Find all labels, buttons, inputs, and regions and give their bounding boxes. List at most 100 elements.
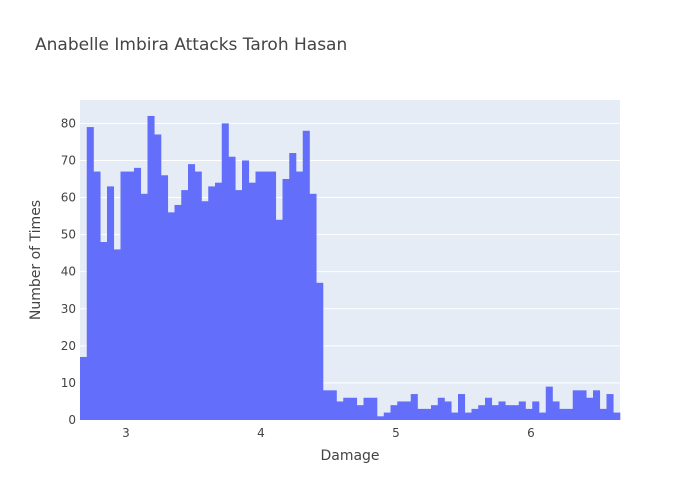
- histogram-bar[interactable]: [485, 397, 493, 420]
- histogram-bar[interactable]: [215, 182, 223, 420]
- histogram-bar[interactable]: [593, 390, 601, 420]
- histogram-bar[interactable]: [93, 171, 101, 420]
- x-tick-label: 3: [122, 426, 130, 440]
- y-tick-label: 80: [61, 116, 76, 130]
- histogram-bar[interactable]: [397, 401, 405, 420]
- y-tick-label: 70: [61, 153, 76, 167]
- histogram-bar[interactable]: [410, 394, 418, 420]
- histogram-bar[interactable]: [356, 405, 364, 420]
- histogram-bar[interactable]: [437, 397, 445, 420]
- histogram-bar[interactable]: [404, 401, 412, 420]
- histogram-bar[interactable]: [539, 412, 547, 420]
- histogram-bar[interactable]: [248, 182, 256, 420]
- histogram-bar[interactable]: [242, 160, 250, 421]
- histogram-bar[interactable]: [302, 130, 310, 420]
- y-tick-label: 60: [61, 191, 76, 205]
- histogram-bar[interactable]: [498, 401, 506, 420]
- histogram-bar[interactable]: [120, 171, 128, 420]
- histogram-bar[interactable]: [525, 408, 533, 420]
- histogram-bar[interactable]: [113, 249, 121, 420]
- y-axis-title: Number of Times: [28, 200, 44, 320]
- histogram-bar[interactable]: [478, 405, 486, 420]
- x-axis-title: Damage: [320, 448, 379, 464]
- histogram-bar[interactable]: [417, 408, 425, 420]
- x-tick-label: 5: [392, 426, 400, 440]
- histogram-bar[interactable]: [458, 394, 466, 420]
- y-tick-label: 10: [61, 376, 76, 390]
- x-tick-label: 6: [527, 426, 535, 440]
- histogram-bar[interactable]: [343, 397, 351, 420]
- histogram-bar[interactable]: [383, 412, 391, 420]
- histogram-bar[interactable]: [309, 193, 317, 420]
- histogram-bar[interactable]: [181, 190, 189, 420]
- histogram-bar[interactable]: [194, 171, 202, 420]
- histogram-bar[interactable]: [147, 115, 155, 420]
- histogram-bar[interactable]: [235, 190, 243, 420]
- histogram-bar[interactable]: [559, 408, 567, 420]
- histogram-bar[interactable]: [161, 175, 169, 420]
- histogram-bar[interactable]: [606, 394, 614, 420]
- y-tick-label: 20: [61, 339, 76, 353]
- histogram-bar[interactable]: [599, 408, 607, 420]
- histogram-bar[interactable]: [316, 282, 324, 420]
- histogram-bar[interactable]: [552, 401, 560, 420]
- histogram-bar[interactable]: [377, 416, 385, 420]
- histogram-bar[interactable]: [208, 186, 216, 420]
- histogram-bar[interactable]: [579, 390, 587, 420]
- histogram-bar[interactable]: [269, 171, 277, 420]
- histogram-bar[interactable]: [154, 134, 162, 420]
- histogram-bar[interactable]: [444, 401, 452, 420]
- histogram-bar[interactable]: [86, 127, 94, 421]
- histogram-bar[interactable]: [323, 390, 331, 420]
- histogram-bar[interactable]: [471, 408, 479, 420]
- histogram-bar[interactable]: [188, 164, 196, 420]
- histogram-bar[interactable]: [586, 397, 594, 420]
- histogram-bar[interactable]: [80, 356, 88, 420]
- histogram-bar[interactable]: [390, 405, 398, 420]
- histogram-bar[interactable]: [336, 401, 344, 420]
- histogram-bar[interactable]: [255, 171, 263, 420]
- histogram-bar[interactable]: [134, 167, 142, 420]
- histogram-bar[interactable]: [613, 412, 621, 420]
- bars: [80, 115, 621, 421]
- histogram-bar[interactable]: [329, 390, 337, 420]
- y-tick-label: 30: [61, 302, 76, 316]
- histogram-bar[interactable]: [262, 171, 270, 420]
- histogram-bar[interactable]: [431, 405, 439, 420]
- histogram-bar[interactable]: [174, 204, 182, 420]
- y-tick-label: 50: [61, 228, 76, 242]
- histogram-bar[interactable]: [127, 171, 135, 420]
- histogram-bar[interactable]: [289, 153, 297, 420]
- y-tick-label: 40: [61, 265, 76, 279]
- histogram-bar[interactable]: [167, 212, 175, 420]
- histogram-bar[interactable]: [572, 390, 580, 420]
- histogram-bar[interactable]: [107, 186, 115, 420]
- histogram-bar[interactable]: [363, 397, 371, 420]
- histogram-bar[interactable]: [532, 401, 540, 420]
- histogram-bar[interactable]: [282, 178, 290, 420]
- histogram-bar[interactable]: [350, 397, 358, 420]
- histogram-bar[interactable]: [545, 386, 553, 420]
- histogram-bar[interactable]: [451, 412, 459, 420]
- chart-title: Anabelle Imbira Attacks Taroh Hasan: [35, 35, 347, 55]
- histogram-bar[interactable]: [140, 193, 148, 420]
- histogram-bar[interactable]: [424, 408, 432, 420]
- y-tick-label: 0: [68, 413, 76, 427]
- histogram-bar[interactable]: [221, 123, 229, 420]
- y-axis: 0 10 20 30 40 50 60 70 80: [61, 116, 76, 427]
- histogram-bar[interactable]: [201, 201, 209, 420]
- histogram-bar[interactable]: [518, 401, 526, 420]
- histogram-bar[interactable]: [228, 156, 236, 420]
- histogram-bar[interactable]: [370, 397, 378, 420]
- histogram-bar[interactable]: [296, 171, 304, 420]
- histogram-bar[interactable]: [512, 405, 520, 420]
- histogram-bar[interactable]: [491, 405, 499, 420]
- histogram-bar[interactable]: [275, 219, 283, 420]
- histogram-bar[interactable]: [505, 405, 513, 420]
- x-axis: 3 4 5 6: [122, 426, 535, 440]
- histogram-bar[interactable]: [566, 408, 574, 420]
- histogram-bar[interactable]: [464, 412, 472, 420]
- histogram-bar[interactable]: [100, 242, 108, 420]
